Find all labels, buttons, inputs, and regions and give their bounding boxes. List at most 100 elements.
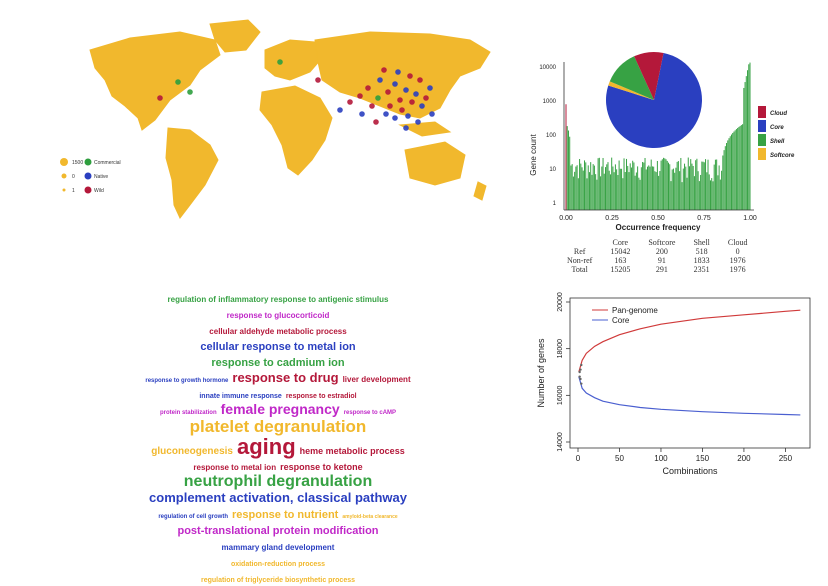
hist-bar: [647, 166, 649, 210]
hist-xtick-075: 0.75: [697, 215, 711, 222]
hist-bar: [727, 140, 729, 210]
hist-bar: [607, 162, 609, 210]
hist-bar: [655, 172, 657, 210]
line-start-point: [578, 375, 581, 378]
hist-ytick-10: 10: [549, 167, 556, 173]
hist-bar: [635, 172, 637, 210]
word-cloud-row: innate immune response response to estrad…: [108, 386, 448, 402]
hist-bar: [598, 157, 600, 210]
europe-shape: [264, 39, 323, 81]
legend-core: Core: [770, 125, 784, 131]
word-cloud-term: amyloid-beta clearance: [342, 514, 398, 520]
word-cloud-row: response to cadmium ion: [108, 354, 448, 370]
pie-slice-core: [606, 52, 702, 148]
hist-bar: [586, 178, 588, 210]
table-cell: 91: [657, 256, 666, 265]
line-xtick-label: 200: [737, 454, 751, 463]
map-sample-point: [359, 111, 365, 117]
hist-bar: [730, 134, 732, 210]
word-cloud-term: innate immune response: [199, 393, 282, 400]
hist-bar: [658, 175, 660, 210]
line-xtick-label: 250: [779, 454, 793, 463]
hist-bar: [672, 168, 674, 210]
legend-commercial: Commercial: [94, 160, 121, 166]
table-cell: 1976: [729, 256, 746, 265]
hist-ytick-100: 100: [546, 133, 557, 139]
line-series-core: [578, 376, 801, 416]
hist-bar: [588, 172, 590, 210]
hist-bar: [569, 136, 571, 210]
map-sample-point: [423, 95, 429, 101]
hist-bar: [630, 167, 632, 210]
hist-bar: [709, 180, 711, 210]
map-sample-point: [385, 89, 391, 95]
hist-bar: [602, 157, 604, 210]
hist-bar: [700, 174, 702, 210]
hist-bar: [701, 161, 703, 210]
hist-xtick-0: 0.00: [559, 215, 573, 222]
hist-bar: [609, 174, 611, 210]
map-sample-point: [403, 87, 409, 93]
hist-bar: [697, 171, 699, 210]
hist-bar: [582, 170, 584, 210]
hist-bar: [627, 165, 629, 210]
hist-bar: [581, 167, 583, 210]
hist-bar: [724, 146, 726, 210]
hist-bar: [674, 172, 676, 210]
hist-bar: [649, 166, 651, 210]
hist-bar: [608, 170, 610, 210]
map-sample-point: [337, 107, 343, 113]
word-cloud-row: response to glucocorticoid: [108, 306, 448, 322]
hist-bar: [723, 150, 725, 210]
word-cloud-row: regulation of triglyceride biosynthetic …: [108, 570, 448, 586]
line-xtick-label: 50: [615, 454, 624, 463]
hist-bar: [656, 160, 658, 210]
table-cell: 518: [695, 247, 708, 256]
hist-bar: [585, 162, 587, 210]
hist-legend: Cloud Core Shell Softcore: [758, 106, 795, 160]
hist-bar: [618, 160, 620, 210]
hist-bar: [745, 76, 747, 210]
hist-xtick-100: 1.00: [743, 215, 757, 222]
hist-bar: [744, 82, 746, 210]
hist-bar: [666, 160, 668, 210]
word-cloud-row: post-translational protein modification: [108, 522, 448, 538]
map-legend: 1500 0 1 Commercial Native Wild: [60, 158, 121, 194]
hist-ytick-1: 1: [553, 201, 557, 207]
word-cloud-term: response to metal ion: [193, 463, 277, 472]
table-row: Total 15205 291 2351 1976: [558, 265, 756, 274]
hist-bar: [606, 164, 608, 210]
map-sample-point: [375, 95, 381, 101]
word-cloud-term: cellular aldehyde metabolic process: [209, 327, 347, 336]
map-sample-point: [429, 111, 435, 117]
hist-bar: [637, 166, 639, 210]
hist-bar: [580, 163, 582, 210]
hist-bar: [648, 165, 650, 210]
word-cloud-term: response to drug: [232, 370, 339, 385]
map-sample-point: [405, 113, 411, 119]
hist-bar: [721, 170, 723, 210]
table-header: Cloud: [727, 238, 748, 247]
hist-bar: [664, 158, 666, 210]
map-sample-point: [413, 91, 419, 97]
hist-bar: [574, 171, 576, 210]
word-cloud-row: regulation of cell growth response to nut…: [108, 506, 448, 522]
word-cloud-row: response to metal ion response to ketone: [108, 458, 448, 474]
hist-bar: [737, 127, 739, 210]
word-cloud-row: cellular aldehyde metabolic process: [108, 322, 448, 338]
line-xtick-label: 150: [696, 454, 710, 463]
hist-bar: [703, 162, 705, 210]
hist-bar: [712, 181, 714, 210]
hist-bar: [670, 181, 672, 210]
pie-slice-softcore: [608, 81, 654, 100]
world-map: 1500 0 1 Commercial Native Wild: [60, 19, 491, 219]
table-cell: Ref: [573, 247, 586, 256]
map-sample-point: [397, 97, 403, 103]
table-cell: 291: [655, 265, 668, 274]
pan-core-line-chart: Number of genes Combinations 0 50 100 150 20…: [536, 292, 811, 476]
hist-bar: [718, 165, 720, 210]
word-cloud-term: mammary gland development: [221, 543, 335, 552]
africa-shape: [259, 85, 333, 176]
hist-bar: [728, 138, 730, 210]
legend-native: Native: [94, 174, 108, 180]
